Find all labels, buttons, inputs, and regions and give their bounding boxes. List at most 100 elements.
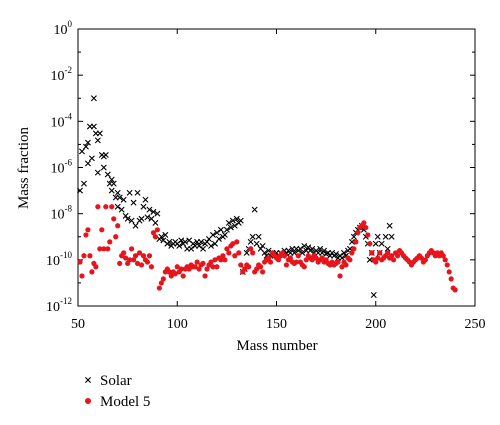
model5-point	[230, 241, 236, 247]
solar-point	[209, 231, 216, 238]
model5-point	[79, 273, 85, 279]
model5-point	[85, 227, 91, 233]
x-marker-stroke	[388, 233, 395, 240]
x-marker-stroke	[84, 160, 91, 167]
x-marker-stroke	[124, 215, 131, 222]
model5-point	[136, 250, 143, 256]
solar-point	[144, 214, 151, 221]
x-marker-stroke	[126, 189, 133, 196]
model5-point	[422, 257, 428, 263]
solar-point	[152, 219, 159, 226]
x-marker-stroke	[94, 137, 101, 144]
x-marker-stroke	[94, 169, 101, 176]
solar-point	[150, 208, 157, 215]
x-marker-stroke	[118, 206, 125, 213]
solar-point	[134, 189, 141, 196]
y-axis-title: Mass fraction	[16, 126, 32, 209]
model5-point	[337, 273, 343, 279]
solar-point	[128, 217, 135, 224]
solar-point	[215, 235, 222, 242]
solar-point	[118, 206, 125, 213]
x-marker-stroke	[233, 215, 240, 222]
x-marker-stroke	[378, 240, 385, 247]
model5-point	[194, 259, 200, 265]
model5-point	[248, 246, 254, 252]
legend-solar-x	[85, 377, 91, 383]
solar-point	[100, 164, 107, 171]
model5-point	[148, 264, 155, 270]
solar-point	[126, 189, 133, 196]
model5-point	[260, 269, 266, 275]
solar-point	[108, 176, 115, 183]
x-tick-label: 200	[365, 317, 386, 332]
x-marker-stroke	[182, 238, 189, 245]
solar-point	[211, 240, 218, 247]
axis-ticks	[77, 28, 476, 307]
model5-point	[440, 253, 446, 259]
model5-point	[275, 257, 282, 263]
solar-point	[225, 219, 232, 226]
legend-solar-label: Solar	[100, 373, 132, 389]
x-marker-stroke	[130, 199, 137, 206]
x-marker-stroke	[108, 187, 115, 194]
x-marker-stroke	[251, 206, 258, 213]
model5-point	[107, 239, 113, 245]
model5-point	[196, 266, 202, 272]
model5-point	[293, 259, 299, 265]
x-marker-stroke	[114, 189, 121, 196]
model5-point	[192, 264, 198, 270]
model5-point	[373, 259, 379, 265]
model5-point	[442, 257, 448, 263]
model5-point	[127, 257, 133, 263]
model5-point	[222, 257, 228, 263]
model5-point	[385, 250, 391, 256]
solar-point	[130, 199, 137, 206]
model5-point	[351, 246, 357, 252]
solar-point	[255, 233, 262, 240]
axis-tick-labels: 50 100 150 200 250 100 10-2 10-4 10-6 10-8 10-10 10…	[46, 19, 486, 332]
x-marker-stroke	[229, 217, 236, 224]
model5-point	[283, 262, 290, 268]
model5-point	[394, 253, 401, 259]
solar-point	[76, 187, 83, 194]
model5-point	[369, 250, 375, 256]
model5-point	[174, 264, 180, 270]
model5-point	[265, 255, 272, 261]
x-marker-stroke	[144, 214, 151, 221]
solar-point	[259, 242, 266, 249]
solar-point	[350, 233, 357, 240]
x-marker-stroke	[138, 215, 145, 222]
solar-point	[84, 160, 91, 167]
x-marker-stroke	[342, 252, 349, 259]
model5-point	[343, 262, 349, 268]
x-marker-stroke	[178, 237, 185, 244]
model5-point	[250, 250, 256, 256]
solar-point	[382, 233, 389, 240]
y-tick-label: 10-4	[51, 111, 73, 130]
model5-point	[295, 253, 301, 259]
x-marker-stroke	[346, 245, 353, 252]
model5-point	[335, 259, 341, 265]
model5-point	[236, 250, 242, 256]
x-marker-stroke	[186, 237, 193, 244]
x-marker-stroke	[116, 194, 123, 201]
x-marker-stroke	[85, 377, 91, 383]
x-marker-stroke	[213, 229, 220, 236]
x-marker-stroke	[227, 224, 234, 231]
solar-point	[94, 137, 101, 144]
solar-point	[78, 148, 85, 155]
model5-point	[158, 280, 164, 286]
legend-model-label: Model 5	[100, 394, 150, 410]
solar-point	[108, 187, 115, 194]
model5-point	[105, 246, 111, 252]
x-marker-stroke	[108, 176, 115, 183]
model5-point	[218, 257, 224, 263]
x-marker-stroke	[142, 196, 149, 203]
solar-point	[261, 249, 268, 256]
solar-point	[114, 203, 121, 210]
solar-point	[253, 240, 260, 247]
solar-point	[251, 206, 258, 213]
model5-point	[234, 239, 240, 245]
x-marker-stroke	[140, 203, 147, 210]
